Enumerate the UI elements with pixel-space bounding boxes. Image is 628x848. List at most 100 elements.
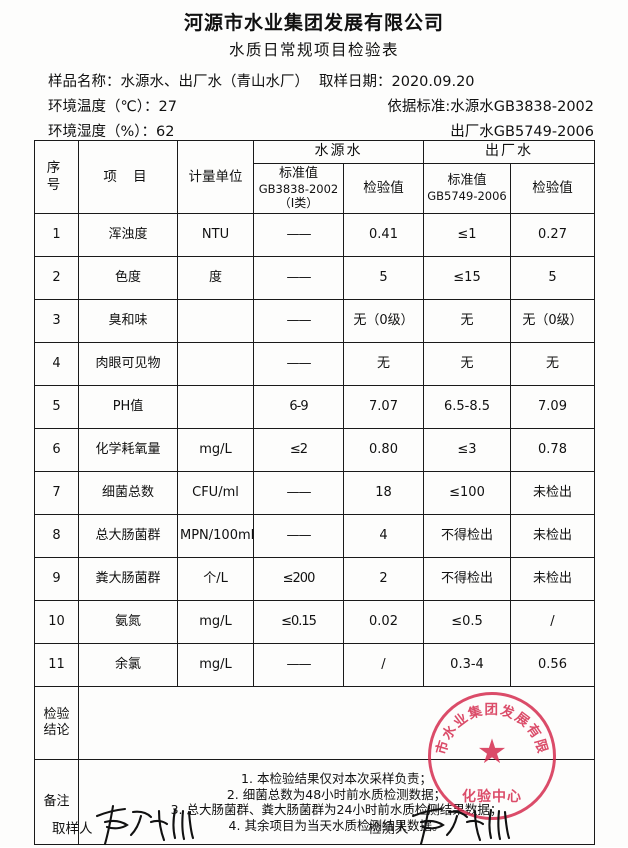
- sample-name-label: 样品名称：: [48, 74, 121, 91]
- row-unit: 度: [177, 256, 254, 301]
- row-outlet-measured: /: [510, 600, 595, 645]
- row-no: 2: [34, 256, 79, 301]
- row-item: 粪大肠菌群: [78, 557, 178, 602]
- row-unit: [177, 342, 254, 387]
- row-outlet-standard: 无: [423, 342, 511, 387]
- row-source-standard: ≤2: [253, 428, 344, 473]
- col-header-source-standard: 标准值 GB3838-2002 （Ⅰ类）: [253, 162, 344, 215]
- table-header-group-row: 序 号 项 目 计量单位 水源水 出厂水: [34, 139, 595, 215]
- row-source-measured: 7.07: [343, 385, 424, 430]
- row-source-measured: 0.02: [343, 600, 424, 645]
- standard-basis: 依据标准:水源水GB3838-2002: [387, 95, 594, 120]
- remarks-row: 备注 1. 本检验结果仅对本次采样负责； 2. 细菌总数为48小时前水质检测数据…: [34, 759, 595, 846]
- row-source-measured: 18: [343, 471, 424, 516]
- row-item: 浑浊度: [78, 213, 178, 258]
- remarks-line: 2. 细菌总数为48小时前水质检测数据；: [226, 786, 447, 802]
- row-outlet-standard: 不得检出: [423, 557, 511, 602]
- row-item: 氨氮: [78, 600, 178, 645]
- row-item: 肉眼可见物: [78, 342, 178, 387]
- tester-signature-block: 检测人: [368, 804, 510, 846]
- table-head: 序 号 项 目 计量单位 水源水 出厂水 标准值 GB3838-2002 （Ⅰ类…: [34, 139, 595, 215]
- row-item: 总大肠菌群: [78, 514, 178, 559]
- table-row: 3 臭和味 —— 无（0级） 无 无（0级）: [34, 299, 595, 344]
- conclusion-label: 检验 结论: [34, 686, 79, 761]
- table-row: 1 浑浊度 NTU —— 0.41 ≤1 0.27: [34, 213, 595, 258]
- row-outlet-measured: 7.09: [510, 385, 595, 430]
- row-unit: [177, 299, 254, 344]
- row-unit: mg/L: [177, 428, 254, 473]
- row-unit: MPN/100ml: [177, 514, 254, 559]
- row-source-standard: ——: [253, 471, 344, 516]
- water-quality-table: 序 号 项 目 计量单位 水源水 出厂水 标准值 GB3838-2002 （Ⅰ类…: [34, 139, 595, 846]
- report-table-wrapper: 序 号 项 目 计量单位 水源水 出厂水 标准值 GB3838-2002 （Ⅰ类…: [34, 139, 595, 846]
- handwritten-signature-icon: [95, 804, 194, 846]
- row-source-standard: ——: [253, 299, 344, 344]
- row-item: PH值: [78, 385, 178, 430]
- row-outlet-measured: 未检出: [510, 514, 595, 559]
- row-outlet-measured: 0.27: [510, 213, 595, 258]
- row-source-measured: 无（0级）: [343, 299, 424, 344]
- row-no: 4: [34, 342, 79, 387]
- row-source-measured: 0.80: [343, 428, 424, 473]
- row-no: 5: [34, 385, 79, 430]
- meta-row-temperature: 环境温度（℃）：27 依据标准:水源水GB3838-2002: [48, 95, 594, 120]
- row-no: 8: [34, 514, 79, 559]
- row-source-standard: ——: [253, 514, 344, 559]
- row-no: 1: [34, 213, 79, 258]
- col-header-outlet-measured: 检验值: [510, 162, 595, 215]
- page-title: 河源市水业集团发展有限公司: [183, 12, 444, 34]
- row-outlet-measured: 无: [510, 342, 595, 387]
- table-row: 8 总大肠菌群 MPN/100ml —— 4 不得检出 未检出: [34, 514, 595, 559]
- row-item: 化学耗氧量: [78, 428, 178, 473]
- ambient-humidity: 环境湿度（%）：62: [48, 120, 174, 145]
- sampler-label: 取样人: [52, 821, 93, 837]
- table-row: 2 色度 度 —— 5 ≤15 5: [34, 256, 595, 301]
- row-no: 10: [34, 600, 79, 645]
- row-unit: mg/L: [177, 600, 254, 645]
- row-source-standard: ≤200: [253, 557, 344, 602]
- tester-signature-ink: [405, 804, 510, 846]
- table-header-sub-row: 标准值 GB3838-2002 （Ⅰ类） 检验值 标准值 GB5749-2006…: [35, 162, 595, 215]
- table-row: 4 肉眼可见物 —— 无 无 无: [34, 342, 595, 387]
- row-source-measured: 5: [343, 256, 424, 301]
- row-source-measured: 2: [343, 557, 424, 602]
- col-header-source-measured: 检验值: [343, 162, 424, 215]
- row-outlet-measured: 0.78: [510, 428, 595, 473]
- row-unit: [177, 385, 254, 430]
- col-header-no: 序 号: [34, 139, 79, 215]
- conclusion-row: 检验 结论: [34, 686, 595, 761]
- form-title: 水质日常规项目检验表: [228, 40, 399, 59]
- standard-source-water: 水源水GB3838-2002: [450, 99, 594, 116]
- row-outlet-standard: ≤15: [423, 256, 511, 301]
- remarks-value: 1. 本检验结果仅对本次采样负责； 2. 细菌总数为48小时前水质检测数据； 3…: [78, 759, 595, 846]
- row-unit: CFU/ml: [177, 471, 254, 516]
- table-body: 1 浑浊度 NTU —— 0.41 ≤1 0.27 2 色度 度 —— 5 ≤1…: [34, 213, 595, 846]
- table-row: 10 氨氮 mg/L ≤0.15 0.02 ≤0.5 /: [34, 600, 595, 645]
- col-header-unit: 计量单位: [177, 139, 254, 215]
- standard-basis-label: 依据标准:: [387, 99, 451, 116]
- table-row: 9 粪大肠菌群 个/L ≤200 2 不得检出 未检出: [34, 557, 595, 602]
- table-row: 5 PH值 6-9 7.07 6.5-8.5 7.09: [34, 385, 595, 430]
- standard-outlet-water: 出厂水GB5749-2006: [450, 124, 594, 140]
- sampler-signature-ink: [89, 804, 194, 846]
- row-source-measured: 4: [343, 514, 424, 559]
- col-header-outlet-standard: 标准值 GB5749-2006: [423, 162, 511, 215]
- ambient-temperature-label: 环境温度（℃）：: [48, 99, 159, 116]
- row-no: 3: [34, 299, 79, 344]
- table-row: 11 余氯 mg/L —— / 0.3-4 0.56: [34, 643, 595, 688]
- row-outlet-measured: 无（0级）: [510, 299, 595, 344]
- row-outlet-measured: 未检出: [510, 471, 595, 516]
- remarks-line: 1. 本检验结果仅对本次采样负责；: [241, 770, 432, 786]
- row-no: 7: [34, 471, 79, 516]
- row-source-measured: 无: [343, 342, 424, 387]
- sampling-date-label: 取样日期：: [319, 74, 392, 91]
- row-outlet-measured: 未检出: [510, 557, 595, 602]
- row-no: 9: [34, 557, 79, 602]
- row-outlet-standard: ≤0.5: [423, 600, 511, 645]
- row-item: 细菌总数: [78, 471, 178, 516]
- conclusion-value: [78, 686, 595, 761]
- row-unit: 个/L: [177, 557, 254, 602]
- sampler-signature-block: 取样人: [52, 804, 194, 846]
- row-item: 余氯: [78, 643, 178, 688]
- row-no: 6: [34, 428, 79, 473]
